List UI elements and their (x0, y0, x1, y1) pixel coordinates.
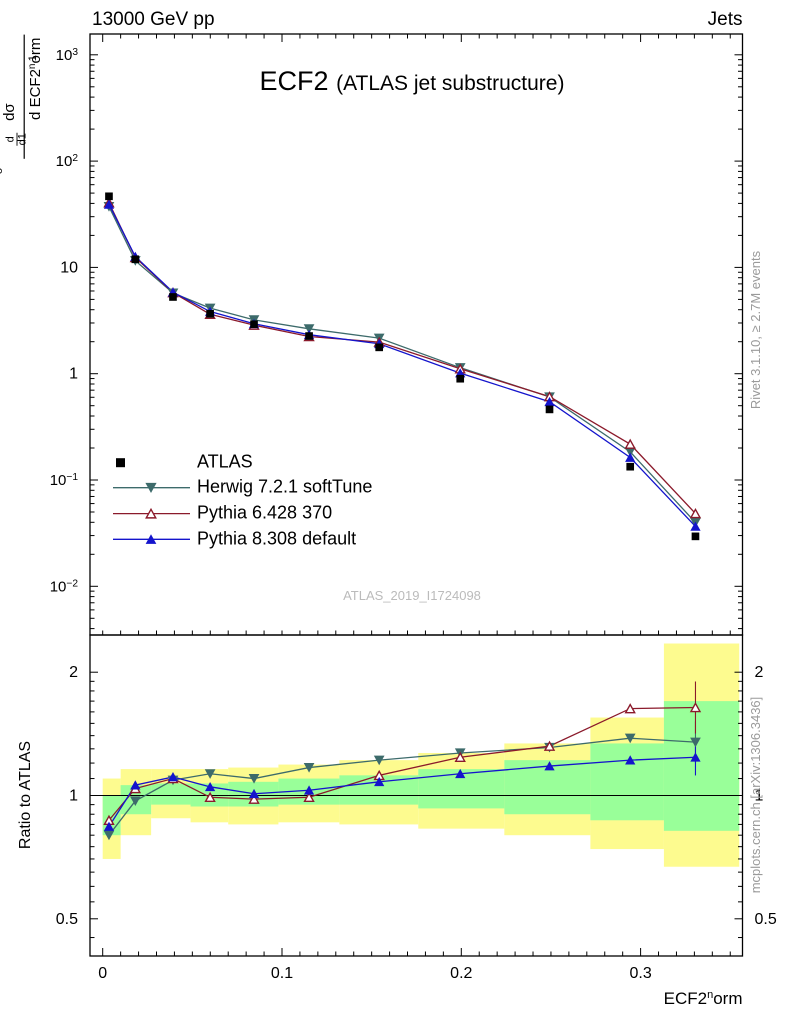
svg-text:0.5: 0.5 (56, 911, 78, 928)
svg-text:10: 10 (60, 259, 78, 276)
svg-text:Pythia 6.428 370: Pythia 6.428 370 (197, 503, 332, 523)
svg-text:13000 GeV pp: 13000 GeV pp (92, 9, 215, 30)
svg-text:ATLAS_2019_I1724098: ATLAS_2019_I1724098 (343, 588, 481, 603)
svg-text:Rivet 3.1.10, ≥ 2.7M events: Rivet 3.1.10, ≥ 2.7M events (748, 250, 763, 409)
svg-text:0.2: 0.2 (450, 965, 472, 982)
svg-text:Ratio to ATLAS: Ratio to ATLAS (17, 741, 34, 849)
svg-text:Herwig 7.2.1 softTune: Herwig 7.2.1 softTune (197, 477, 372, 497)
svg-text:mcplots.cern.ch [arXiv:1306.34: mcplots.cern.ch [arXiv:1306.3436] (748, 697, 763, 894)
svg-text:1: 1 (27, 55, 39, 61)
svg-text:Jets: Jets (708, 9, 743, 30)
svg-text:ECF2norm: ECF2norm (664, 989, 743, 1008)
svg-text:dσ: dσ (1, 103, 18, 121)
svg-text:0.1: 0.1 (271, 965, 293, 982)
svg-text:Pythia 8.308 default: Pythia 8.308 default (197, 528, 356, 548)
svg-text:1: 1 (69, 788, 78, 805)
svg-text:d1: d1 (17, 133, 29, 145)
svg-text:2: 2 (69, 664, 78, 681)
svg-text:1: 1 (69, 366, 78, 383)
svg-text:0.5: 0.5 (755, 911, 777, 928)
svg-text:d: d (5, 136, 17, 142)
svg-text:σ: σ (0, 167, 5, 174)
svg-text:0.3: 0.3 (629, 965, 651, 982)
svg-text:ATLAS: ATLAS (197, 452, 253, 472)
svg-text:d ECF2norm: d ECF2norm (27, 38, 44, 120)
svg-text:2: 2 (755, 664, 764, 681)
svg-text:0: 0 (98, 965, 107, 982)
